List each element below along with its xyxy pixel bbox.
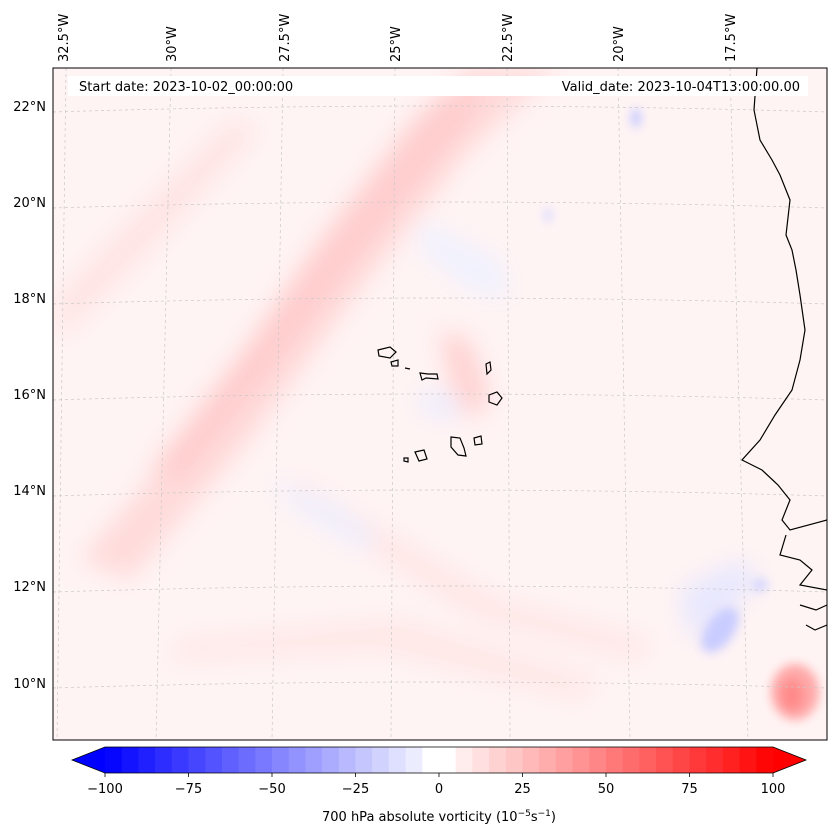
colorbar-cell: [739, 747, 757, 773]
colorbar-tick-label: 100: [761, 782, 786, 797]
lat-label: 10°N: [13, 677, 46, 692]
africa-coastline: [741, 68, 827, 631]
cape-verde-santa-luzia: [404, 367, 411, 370]
colorbar-cell: [288, 747, 306, 773]
colorbar-label: 700 hPa absolute vorticity (10−5s−1): [322, 809, 556, 825]
lon-label: 32.5°W: [57, 14, 72, 62]
colorbar-cell: [622, 747, 640, 773]
colorbar-cell: [756, 747, 774, 773]
colorbar-cell: [722, 747, 741, 773]
lat-label: 12°N: [13, 580, 46, 595]
date-banner: Start date: 2023-10-02_00:00:00 Valid_da…: [68, 76, 808, 96]
colorbar-cell: [355, 747, 373, 773]
lon-label: 25°W: [389, 26, 404, 62]
cape-verde-santo-antao: [377, 346, 397, 359]
map-panel: Start date: 2023-10-02_00:00:00 Valid_da…: [53, 68, 827, 740]
colorbar-cell: [672, 747, 691, 773]
colorbar-cell: [639, 747, 657, 773]
colorbar-cell: [489, 747, 507, 773]
colorbar-cell: [572, 747, 590, 773]
colorbar-cell: [555, 747, 574, 773]
latitude-labels: 22°N 20°N 18°N 16°N 14°N 12°N 10°N: [13, 100, 46, 692]
colorbar-tick-label: −25: [342, 782, 369, 797]
cape-verde-sal: [485, 361, 492, 376]
colorbar-high-extend: [773, 747, 806, 773]
lon-label: 30°W: [165, 26, 180, 62]
lat-label: 20°N: [13, 196, 46, 211]
colorbar-cell: [606, 747, 624, 773]
colorbar-tick-label: −75: [175, 782, 202, 797]
colorbar-tick-label: −50: [258, 782, 285, 797]
colorbar-cell: [171, 747, 190, 773]
colorbar-cell: [589, 747, 607, 773]
map-frame: [52, 67, 828, 741]
colorbar-tick-label: 0: [435, 782, 443, 797]
colorbar-cell: [706, 747, 724, 773]
cape-verde-sao-nicolau: [419, 372, 439, 381]
lon-label: 27.5°W: [278, 14, 293, 62]
colorbar-cell: [105, 747, 123, 773]
colorbar-cell: [322, 747, 340, 773]
lon-label: 17.5°W: [724, 14, 739, 62]
lon-label: 20°W: [612, 26, 627, 62]
colorbar-cell: [188, 747, 206, 773]
colorbar-cell: [422, 747, 440, 773]
lat-label: 18°N: [13, 292, 46, 307]
cape-verde-santiago: [450, 436, 467, 457]
colorbar-cell: [155, 747, 173, 773]
colorbar-tick-label: 50: [598, 782, 615, 797]
cape-verde-boa-vista: [488, 391, 503, 406]
vorticity-field: [55, 68, 819, 720]
colorbar-low-extend: [72, 747, 105, 773]
colorbar-cells: [105, 747, 774, 773]
colorbar-cell: [338, 747, 357, 773]
lat-label: 22°N: [13, 100, 46, 115]
cape-verde-sao-vicente: [390, 359, 399, 367]
colorbar-cell: [656, 747, 674, 773]
colorbar-cell: [539, 747, 557, 773]
colorbar-cell: [221, 747, 240, 773]
colorbar-tick-label: −100: [87, 782, 123, 797]
colorbar-cell: [305, 747, 323, 773]
cape-verde-brava: [403, 457, 409, 463]
colorbar-cell: [205, 747, 223, 773]
colorbar-cell: [372, 747, 390, 773]
colorbar-cell: [405, 747, 423, 773]
colorbar-cell: [689, 747, 707, 773]
colorbar-cell: [505, 747, 524, 773]
valid-date-label: Valid_date: 2023-10-04T13:00:00.00: [562, 80, 800, 95]
colorbar-cell: [455, 747, 473, 773]
lat-label: 14°N: [13, 484, 46, 499]
colorbar: −100 −75 −50 −25 0 25 50 75 100 700 hPa …: [70, 746, 808, 825]
longitude-labels: 32.5°W 30°W 27.5°W 25°W 22.5°W 20°W 17.5…: [57, 14, 739, 62]
colorbar-cell: [472, 747, 490, 773]
colorbar-cell: [121, 747, 139, 773]
lat-label: 16°N: [13, 388, 46, 403]
colorbar-cell: [439, 747, 457, 773]
colorbar-cell: [138, 747, 156, 773]
cape-verde-maio: [473, 435, 483, 446]
start-date-label: Start date: 2023-10-02_00:00:00: [79, 80, 293, 95]
coastlines: [377, 68, 827, 631]
colorbar-cell: [388, 747, 407, 773]
colorbar-cell: [238, 747, 256, 773]
colorbar-tick-label: 75: [681, 782, 698, 797]
colorbar-cell: [522, 747, 540, 773]
cape-verde-fogo: [414, 449, 428, 462]
colorbar-ticks: [104, 773, 774, 777]
colorbar-cell: [272, 747, 290, 773]
lon-label: 22.5°W: [501, 14, 516, 62]
colorbar-tick-labels: −100 −75 −50 −25 0 25 50 75 100: [87, 782, 785, 797]
graticule: [53, 68, 827, 740]
colorbar-cell: [255, 747, 273, 773]
colorbar-tick-label: 25: [514, 782, 531, 797]
